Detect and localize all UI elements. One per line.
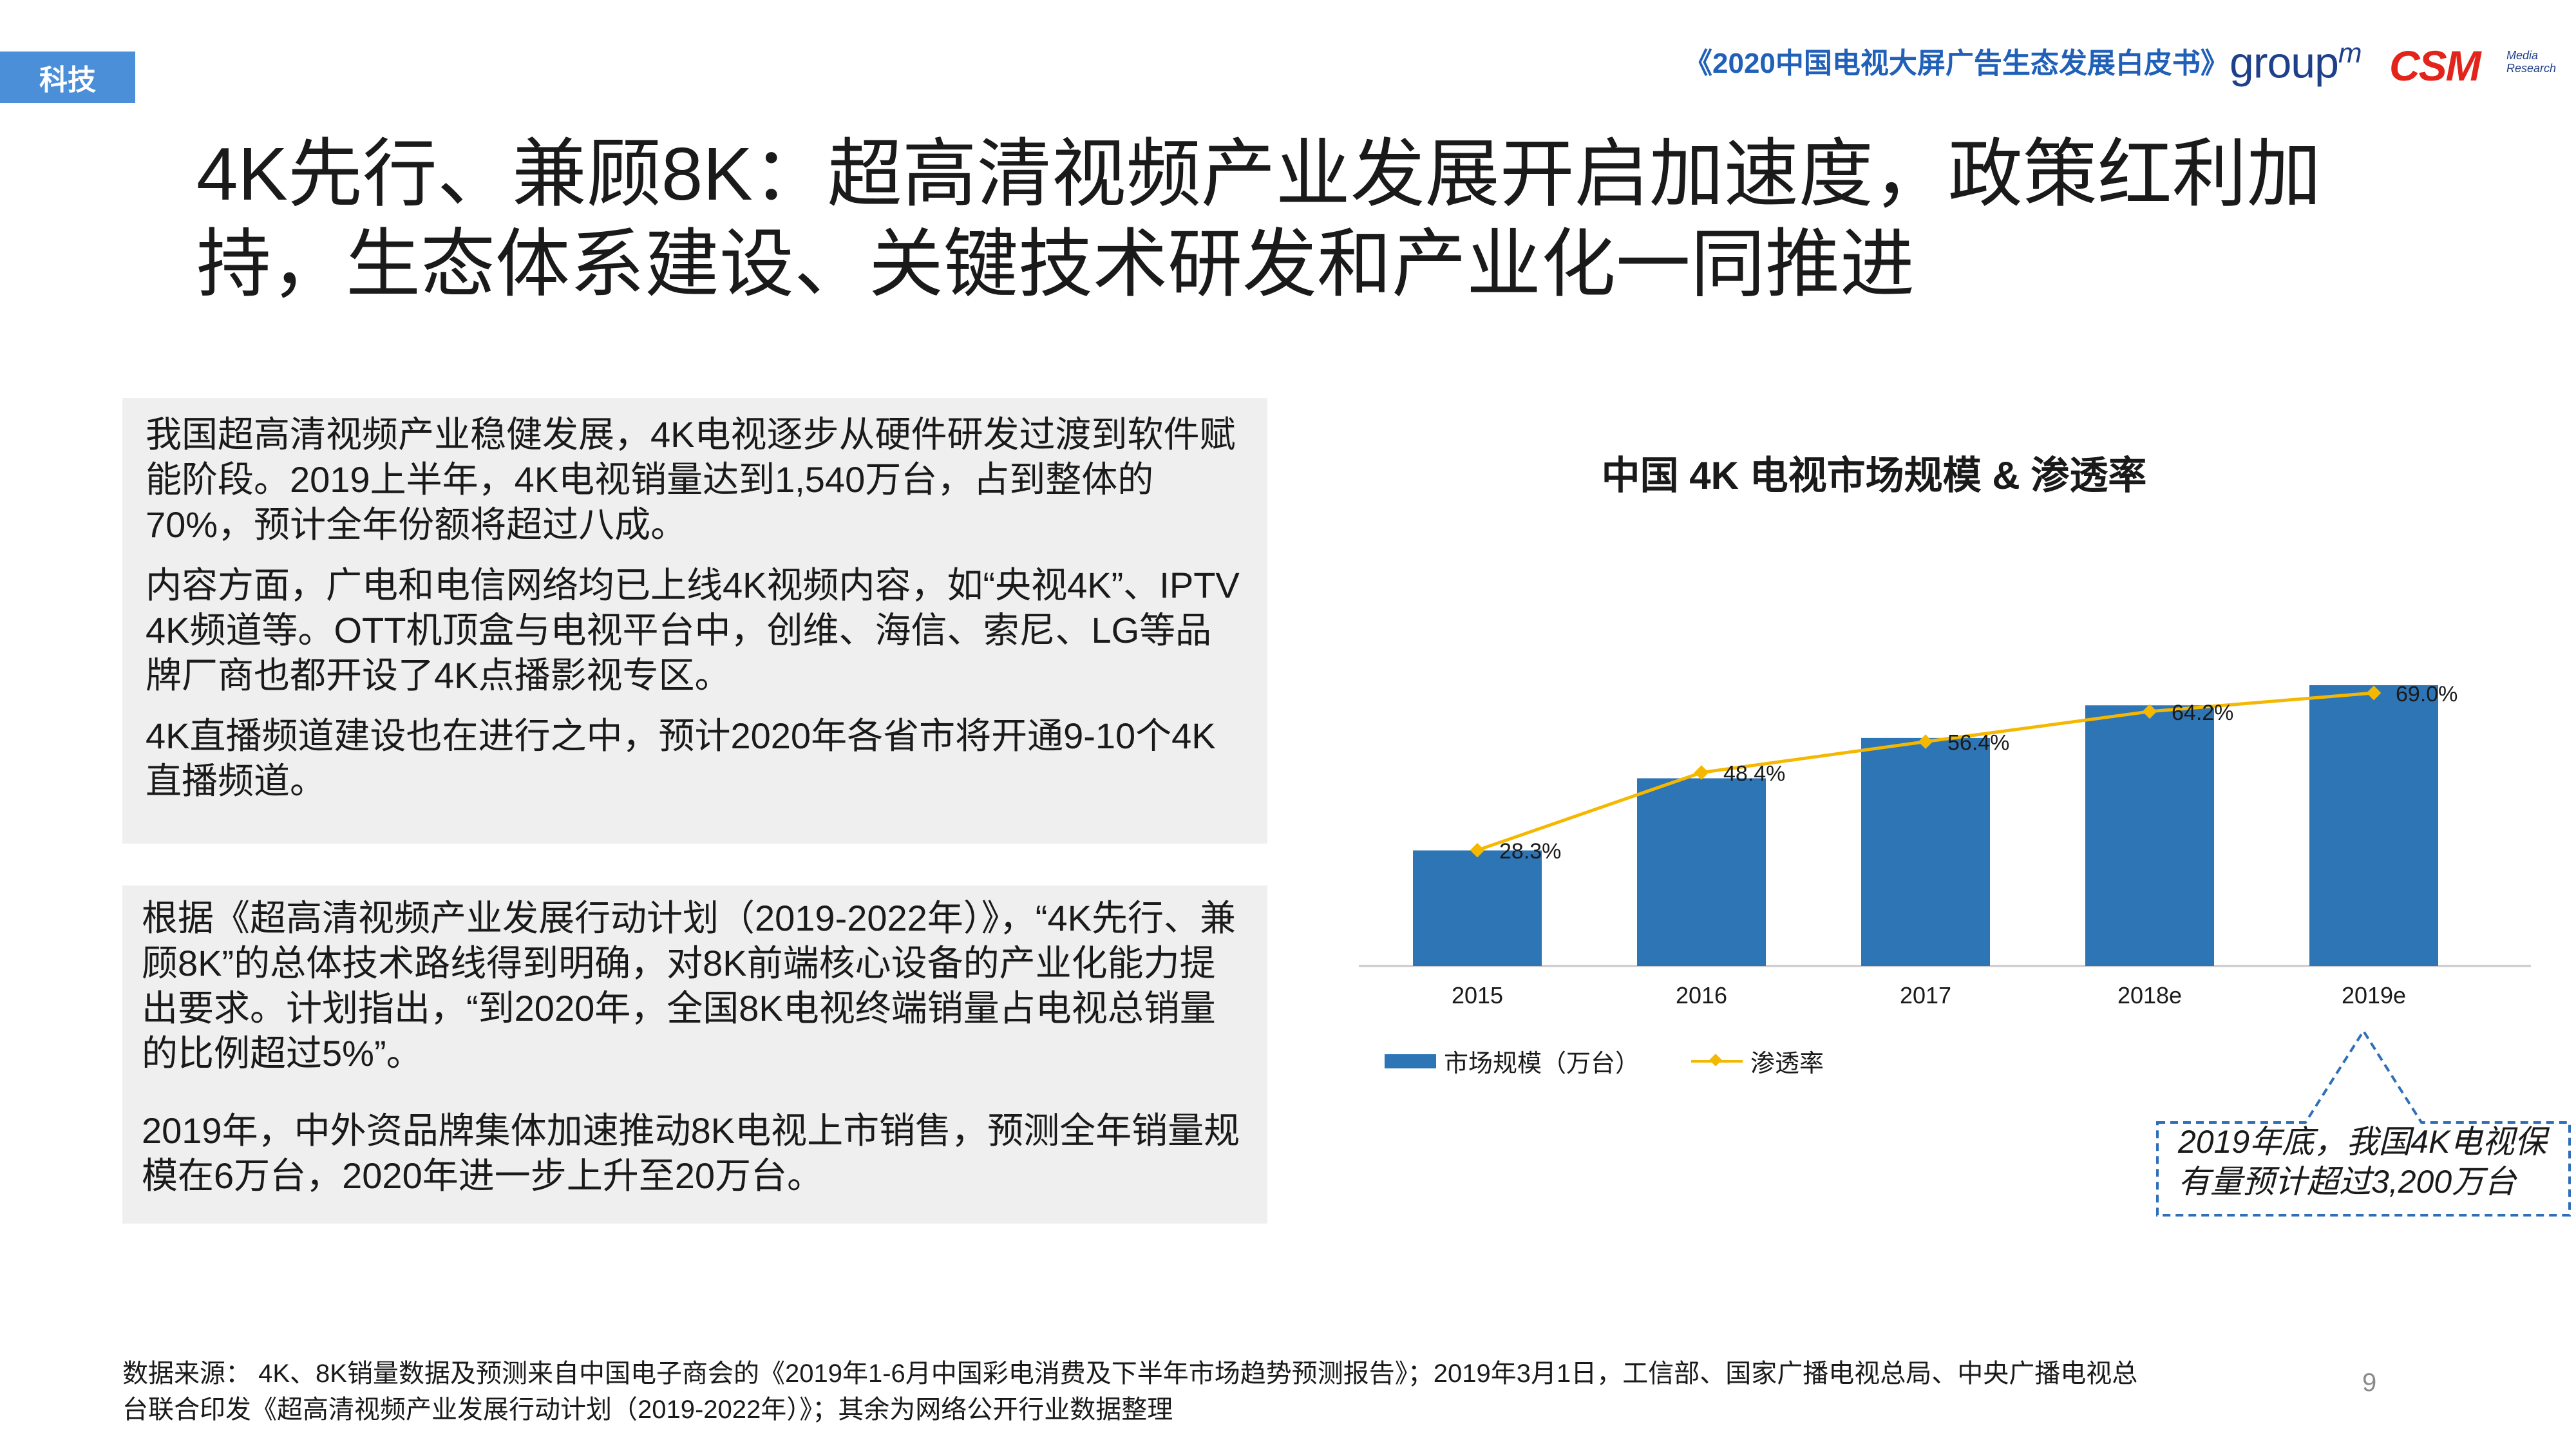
market-chart: 2015 2016 2017 2018e 2019e 28.3% 48.4% 56.4% 64.… <box>1359 682 2531 1009</box>
chart-legend: 市场规模（万台） 渗透率 <box>1385 1043 1824 1079</box>
penetration-data-label: 28.3% <box>1499 839 1561 864</box>
page-title-line2: 持，生态体系建设、关键技术研发和产业化一同推进 <box>196 222 1915 306</box>
callout-text: 2019年底，我国4K电视保 有量预计超过3,200万台 <box>2178 1122 2571 1202</box>
x-tick-label: 2017 <box>1900 982 1951 1009</box>
bar-2015 <box>1413 850 1542 966</box>
chart-title: 中国 4K 电视市场规模 & 渗透率 <box>1601 454 2147 497</box>
policy-box: 根据《超高清视频产业发展行动计划（2019-2022年）》，“4K先行、兼顾8K… <box>122 886 1267 1224</box>
section-tag: 科技 <box>0 52 135 103</box>
penetration-point <box>1918 734 1933 749</box>
legend-line-swatch <box>1691 1053 1743 1068</box>
penetration-point <box>2366 685 2382 701</box>
x-tick-label: 2018e <box>2117 982 2182 1009</box>
page-number: 9 <box>2362 1368 2377 1397</box>
source-line1: 数据来源： 4K、8K销量数据及预测来自中国电子商会的《2019年1-6月中国彩… <box>122 1359 2138 1388</box>
summary-paragraph-3: 4K直播频道建设也在进行之中，预计2020年各省市将开通9-10个4K直播频道。 <box>146 715 1216 801</box>
source-line2: 台联合印发《超高清视频产业发展行动计划（2019-2022年）》；其余为网络公开… <box>122 1396 1173 1424</box>
summary-paragraph-2: 内容方面，广电和电信网络均已上线4K视频内容，如“央视4K”、IPTV 4K频道… <box>146 565 1240 696</box>
penetration-point <box>1694 765 1709 780</box>
groupm-logo: groupm <box>2230 37 2362 88</box>
callout-line1: 2019年底，我国4K电视保 <box>2178 1124 2547 1160</box>
penetration-data-label: 56.4% <box>1947 731 2009 755</box>
legend-bar-label: 市场规模（万台） <box>1444 1050 1640 1077</box>
bar-2018e <box>2085 705 2214 966</box>
policy-paragraph-1: 根据《超高清视频产业发展行动计划（2019-2022年）》，“4K先行、兼顾8K… <box>142 898 1236 1074</box>
x-tick-label: 2019e <box>2342 982 2406 1009</box>
csm-logo: CSM <box>2389 42 2481 90</box>
bar-2016 <box>1637 778 1766 966</box>
callout-bubble <box>2156 1028 2571 1217</box>
summary-paragraph-1: 我国超高清视频产业稳健发展，4K电视逐步从硬件研发过渡到软件赋能阶段。2019上… <box>146 414 1236 545</box>
penetration-point <box>2142 704 2157 719</box>
page-title: 4K先行、兼顾8K：超高清视频产业发展开启加速度，政策红利加 持，生态体系建设、… <box>196 129 2386 309</box>
legend-bar-swatch <box>1385 1054 1436 1068</box>
page-title-line1: 4K先行、兼顾8K：超高清视频产业发展开启加速度，政策红利加 <box>196 132 2322 216</box>
source-note: 数据来源： 4K、8K销量数据及预测来自中国电子商会的《2019年1-6月中国彩… <box>122 1356 2299 1428</box>
legend-line-label: 渗透率 <box>1750 1050 1824 1077</box>
penetration-data-label: 69.0% <box>2396 682 2458 706</box>
callout-line2: 有量预计超过3,200万台 <box>2178 1164 2517 1200</box>
penetration-point <box>1470 842 1485 858</box>
csm-logo-subtitle: Media Research <box>2506 49 2557 75</box>
x-tick-label: 2015 <box>1452 982 1503 1009</box>
penetration-data-label: 64.2% <box>2172 701 2233 725</box>
x-tick-label: 2016 <box>1676 982 1727 1009</box>
bar-2017 <box>1861 737 1990 966</box>
penetration-data-label: 48.4% <box>1723 762 1785 786</box>
summary-box: 我国超高清视频产业稳健发展，4K电视逐步从硬件研发过渡到软件赋能阶段。2019上… <box>122 398 1267 844</box>
bar-2019e <box>2309 685 2438 966</box>
policy-paragraph-2: 2019年，中外资品牌集体加速推动8K电视上市销售，预测全年销量规模在6万台，2… <box>142 1110 1240 1196</box>
report-title: 《2020中国电视大屏广告生态发展白皮书》 <box>1684 48 2229 79</box>
